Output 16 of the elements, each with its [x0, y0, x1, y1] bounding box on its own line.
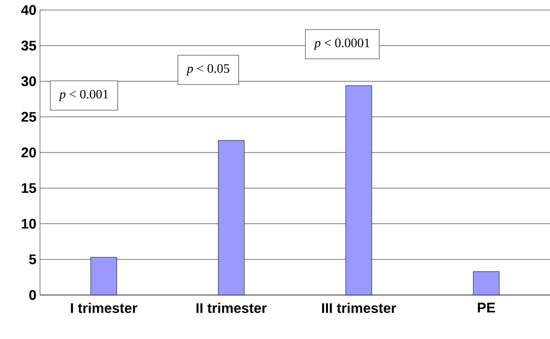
- x-tick-label: PE: [478, 302, 496, 312]
- x-tick-label: III trimester: [322, 302, 396, 314]
- y-tick-label: 20: [21, 148, 36, 158]
- annotation: p < 0.0001: [314, 38, 370, 50]
- y-tick-label: 10: [22, 218, 36, 229]
- x-tick-label: I trimester: [70, 302, 138, 314]
- y-tick-label: 40: [21, 5, 36, 15]
- y-tick-label: 0: [29, 290, 36, 300]
- y-tick-label: 5: [29, 254, 36, 264]
- annotation: p < 0.05: [186, 64, 230, 76]
- y-tick-label: 30: [21, 76, 36, 86]
- annotation: p < 0.001: [58, 90, 108, 102]
- y-tick-label: 35: [21, 40, 36, 51]
- y-tick-label: 15: [22, 183, 36, 193]
- y-tick-label: 25: [21, 112, 36, 122]
- x-tick-label: II trimester: [196, 302, 267, 314]
